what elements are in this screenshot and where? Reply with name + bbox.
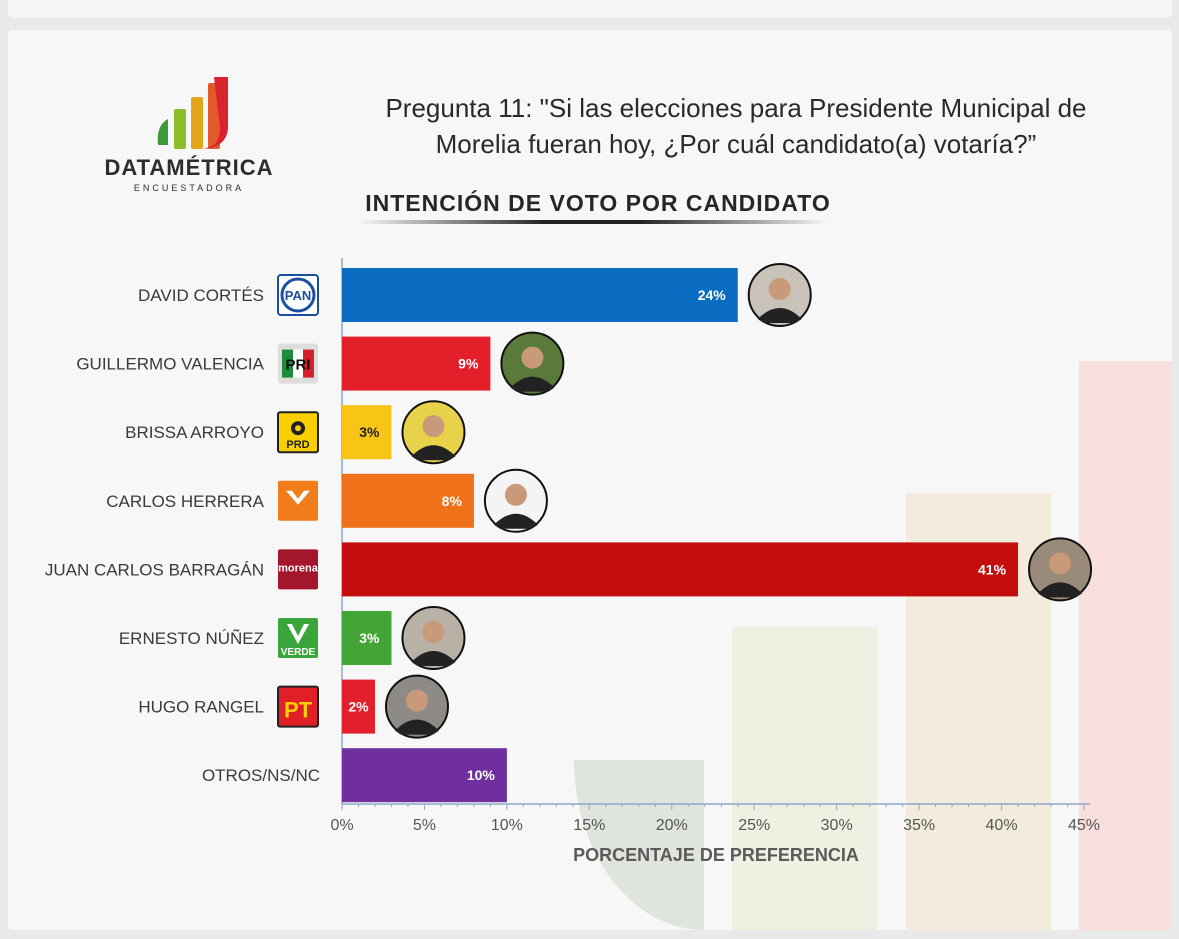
x-tick-label: 30% <box>821 817 853 834</box>
bar-value-label: 9% <box>458 356 479 372</box>
bar-value-label: 2% <box>348 699 369 715</box>
x-tick-label: 20% <box>656 817 688 834</box>
title-underline <box>358 220 828 224</box>
bar <box>342 473 474 528</box>
bar-value-label: 10% <box>467 767 496 783</box>
pan-logo-icon: PAN <box>277 274 319 316</box>
chart-title: INTENCIÓN DE VOTO POR CANDIDATO <box>365 190 831 216</box>
x-tick-label: 25% <box>738 817 770 834</box>
category-label: GUILLERMO VALENCIA <box>76 355 264 374</box>
bar <box>342 405 392 460</box>
x-tick-label: 45% <box>1068 817 1100 834</box>
bar <box>342 336 491 391</box>
x-tick-label: 35% <box>903 817 935 834</box>
svg-text:PRD: PRD <box>286 439 309 451</box>
bar-value-label: 3% <box>359 630 380 646</box>
bar <box>342 268 738 322</box>
bar-value-label: 24% <box>698 287 727 303</box>
candidate-photo <box>1028 537 1093 602</box>
x-axis-label: PORCENTAJE DE PREFERENCIA <box>573 845 859 865</box>
candidate-photo <box>401 400 466 465</box>
bar <box>342 748 507 803</box>
bar <box>342 679 375 734</box>
svg-text:VERDE: VERDE <box>281 647 316 658</box>
bar-value-label: 8% <box>442 493 463 509</box>
category-label: DAVID CORTÉS <box>138 286 264 305</box>
svg-text:PRI: PRI <box>285 357 310 374</box>
candidate-photo <box>401 606 466 670</box>
svg-text:PAN: PAN <box>285 288 311 303</box>
bar-chart: 0% 5% 10% 15% 20% 25% 30% 35% 40% 45% PORCENTAJE D… <box>45 258 1100 865</box>
candidate-photo <box>483 468 548 533</box>
datametrica-logo: DATAMÉTRICA ENCUESTADORA <box>96 75 282 235</box>
bar <box>342 611 392 665</box>
svg-text:PT: PT <box>284 698 313 723</box>
previous-slide-strip <box>8 0 1172 18</box>
x-tick-label: 40% <box>986 817 1018 834</box>
mc-logo-icon <box>278 480 318 521</box>
category-label: CARLOS HERRERA <box>106 492 264 511</box>
category-label: OTROS/NS/NC <box>202 766 320 785</box>
category-label: ERNESTO NÚÑEZ <box>119 629 264 648</box>
category-label: BRISSA ARROYO <box>125 423 264 442</box>
logo-bars-icon <box>157 77 228 149</box>
pri-logo-icon: PRI <box>278 343 318 384</box>
x-tick-label: 5% <box>413 817 436 834</box>
prd-logo-icon: PRD <box>277 411 319 454</box>
candidate-photo <box>500 331 565 396</box>
svg-text:morena: morena <box>278 562 319 574</box>
bar-value-label: 3% <box>359 424 380 440</box>
category-label: JUAN CARLOS BARRAGÁN <box>45 560 264 579</box>
candidate-photo <box>747 263 812 327</box>
pt-logo-icon: PT <box>277 685 319 728</box>
x-tick-label: 0% <box>330 817 353 834</box>
slide-card: DATAMÉTRICA ENCUESTADORA Pregunta 11: "S… <box>8 30 1172 930</box>
x-tick-label: 15% <box>573 817 605 834</box>
decor-stripe-pink <box>1079 361 1172 930</box>
bar-value-label: 41% <box>978 561 1007 577</box>
survey-question: Pregunta 11: "Si las elecciones para Pre… <box>385 93 1087 159</box>
bar <box>342 542 1019 597</box>
decor-stripe-light-green <box>732 627 877 930</box>
morena-logo-icon: morena <box>278 549 319 590</box>
brand-subtitle: ENCUESTADORA <box>133 183 245 193</box>
candidate-photo <box>384 674 449 739</box>
x-tick-label: 10% <box>491 817 523 834</box>
category-label: HUGO RANGEL <box>138 698 264 717</box>
verde-logo-icon: VERDE <box>278 618 318 658</box>
brand-name: DATAMÉTRICA <box>104 155 274 180</box>
